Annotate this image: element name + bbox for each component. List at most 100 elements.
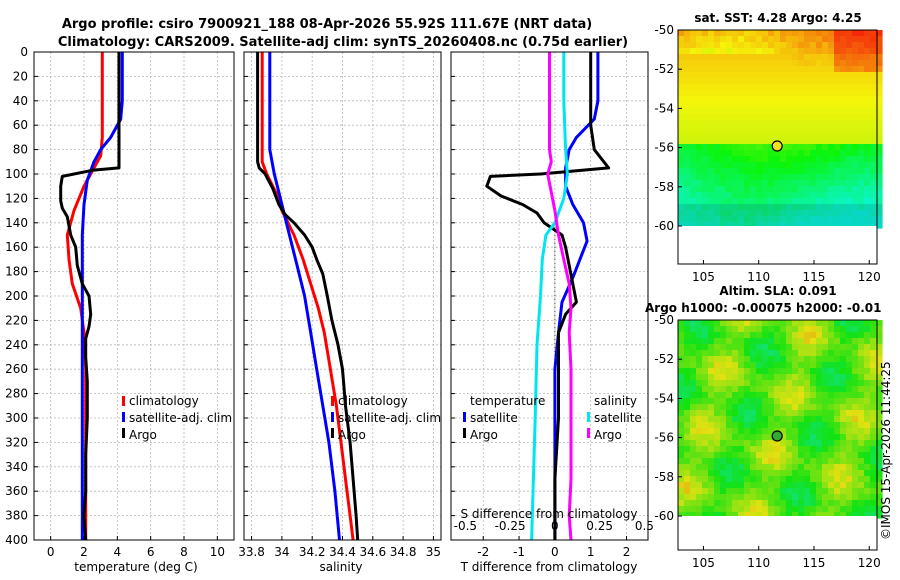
map-cell	[780, 416, 787, 423]
map-cell	[810, 150, 817, 157]
map-cell	[684, 108, 691, 115]
map-cell	[870, 332, 877, 339]
map-x-tick-label: 120	[858, 556, 881, 570]
map-cell	[810, 512, 817, 519]
map-cell	[858, 126, 865, 133]
salinity-xlabel: salinity	[319, 560, 362, 574]
map-cell	[696, 482, 703, 489]
map-cell	[852, 102, 859, 109]
map-cell	[684, 84, 691, 91]
map-cell	[846, 350, 853, 357]
map-cell	[828, 132, 835, 139]
map-cell	[828, 216, 835, 223]
map-cell	[714, 332, 721, 339]
map-cell	[804, 78, 811, 85]
map-cell	[708, 96, 715, 103]
map-cell	[870, 326, 877, 333]
map-cell	[810, 192, 817, 199]
map-cell	[780, 180, 787, 187]
map-cell	[834, 422, 841, 429]
map-cell	[762, 180, 769, 187]
map-cell	[756, 222, 763, 229]
map-cell	[744, 386, 751, 393]
map-cell	[810, 138, 817, 145]
x-tick-label: 4	[114, 545, 122, 559]
map-cell	[714, 162, 721, 169]
map-cell	[822, 72, 829, 79]
map-cell	[852, 198, 859, 205]
map-cell	[864, 332, 871, 339]
map-cell	[774, 344, 781, 351]
map-cell	[678, 464, 685, 471]
map-cell	[750, 320, 757, 327]
map-cell	[840, 78, 847, 85]
map-cell	[756, 210, 763, 217]
map-cell	[846, 168, 853, 175]
map-cell	[810, 66, 817, 73]
map-cell	[732, 494, 739, 501]
map-cell	[828, 380, 835, 387]
map-cell	[678, 114, 685, 121]
map-cell	[816, 48, 823, 55]
map-cell	[834, 126, 841, 133]
map-cell	[732, 156, 739, 163]
map-cell	[852, 350, 859, 357]
map-cell	[834, 192, 841, 199]
map-cell	[870, 162, 877, 169]
map-cell	[732, 216, 739, 223]
map-cell	[756, 102, 763, 109]
map-cell	[756, 66, 763, 73]
map-cell	[768, 138, 775, 145]
map-cell	[792, 216, 799, 223]
map-cell	[738, 84, 745, 91]
map-cell	[696, 102, 703, 109]
map-cell	[852, 144, 859, 151]
map-cell	[870, 500, 877, 507]
map-cell	[810, 156, 817, 163]
map-cell	[726, 210, 733, 217]
map-cell	[732, 60, 739, 67]
map-cell	[720, 108, 727, 115]
map-cell	[828, 162, 835, 169]
map-cell	[870, 210, 877, 217]
map-cell	[876, 446, 883, 453]
map-cell	[750, 332, 757, 339]
map-cell	[870, 404, 877, 411]
map-cell	[840, 380, 847, 387]
map-cell	[696, 320, 703, 327]
map-cell	[774, 108, 781, 115]
map-cell	[810, 222, 817, 229]
map-cell	[762, 138, 769, 145]
map-cell	[864, 114, 871, 121]
map-cell	[810, 320, 817, 327]
map-cell	[840, 108, 847, 115]
axes-frame	[450, 51, 649, 541]
map-cell	[858, 36, 865, 43]
map-cell	[786, 458, 793, 465]
map-cell	[684, 198, 691, 205]
map-cell	[822, 84, 829, 91]
map-cell	[756, 434, 763, 441]
map-cell	[690, 150, 697, 157]
map-cell	[774, 392, 781, 399]
map-cell	[684, 30, 691, 37]
map-cell	[726, 464, 733, 471]
map-cell	[852, 150, 859, 157]
map-cell	[696, 356, 703, 363]
map-cell	[756, 482, 763, 489]
map-cell	[780, 362, 787, 369]
map-cell	[738, 138, 745, 145]
map-cell	[762, 60, 769, 67]
map-cell	[726, 404, 733, 411]
map-cell	[834, 332, 841, 339]
map-cell	[810, 350, 817, 357]
map-cell	[822, 428, 829, 435]
map-cell	[816, 398, 823, 405]
map-cell	[852, 494, 859, 501]
map-cell	[768, 162, 775, 169]
map-cell	[768, 186, 775, 193]
map-cell	[744, 470, 751, 477]
map-cell	[720, 428, 727, 435]
map-cell	[768, 84, 775, 91]
map-cell	[726, 90, 733, 97]
